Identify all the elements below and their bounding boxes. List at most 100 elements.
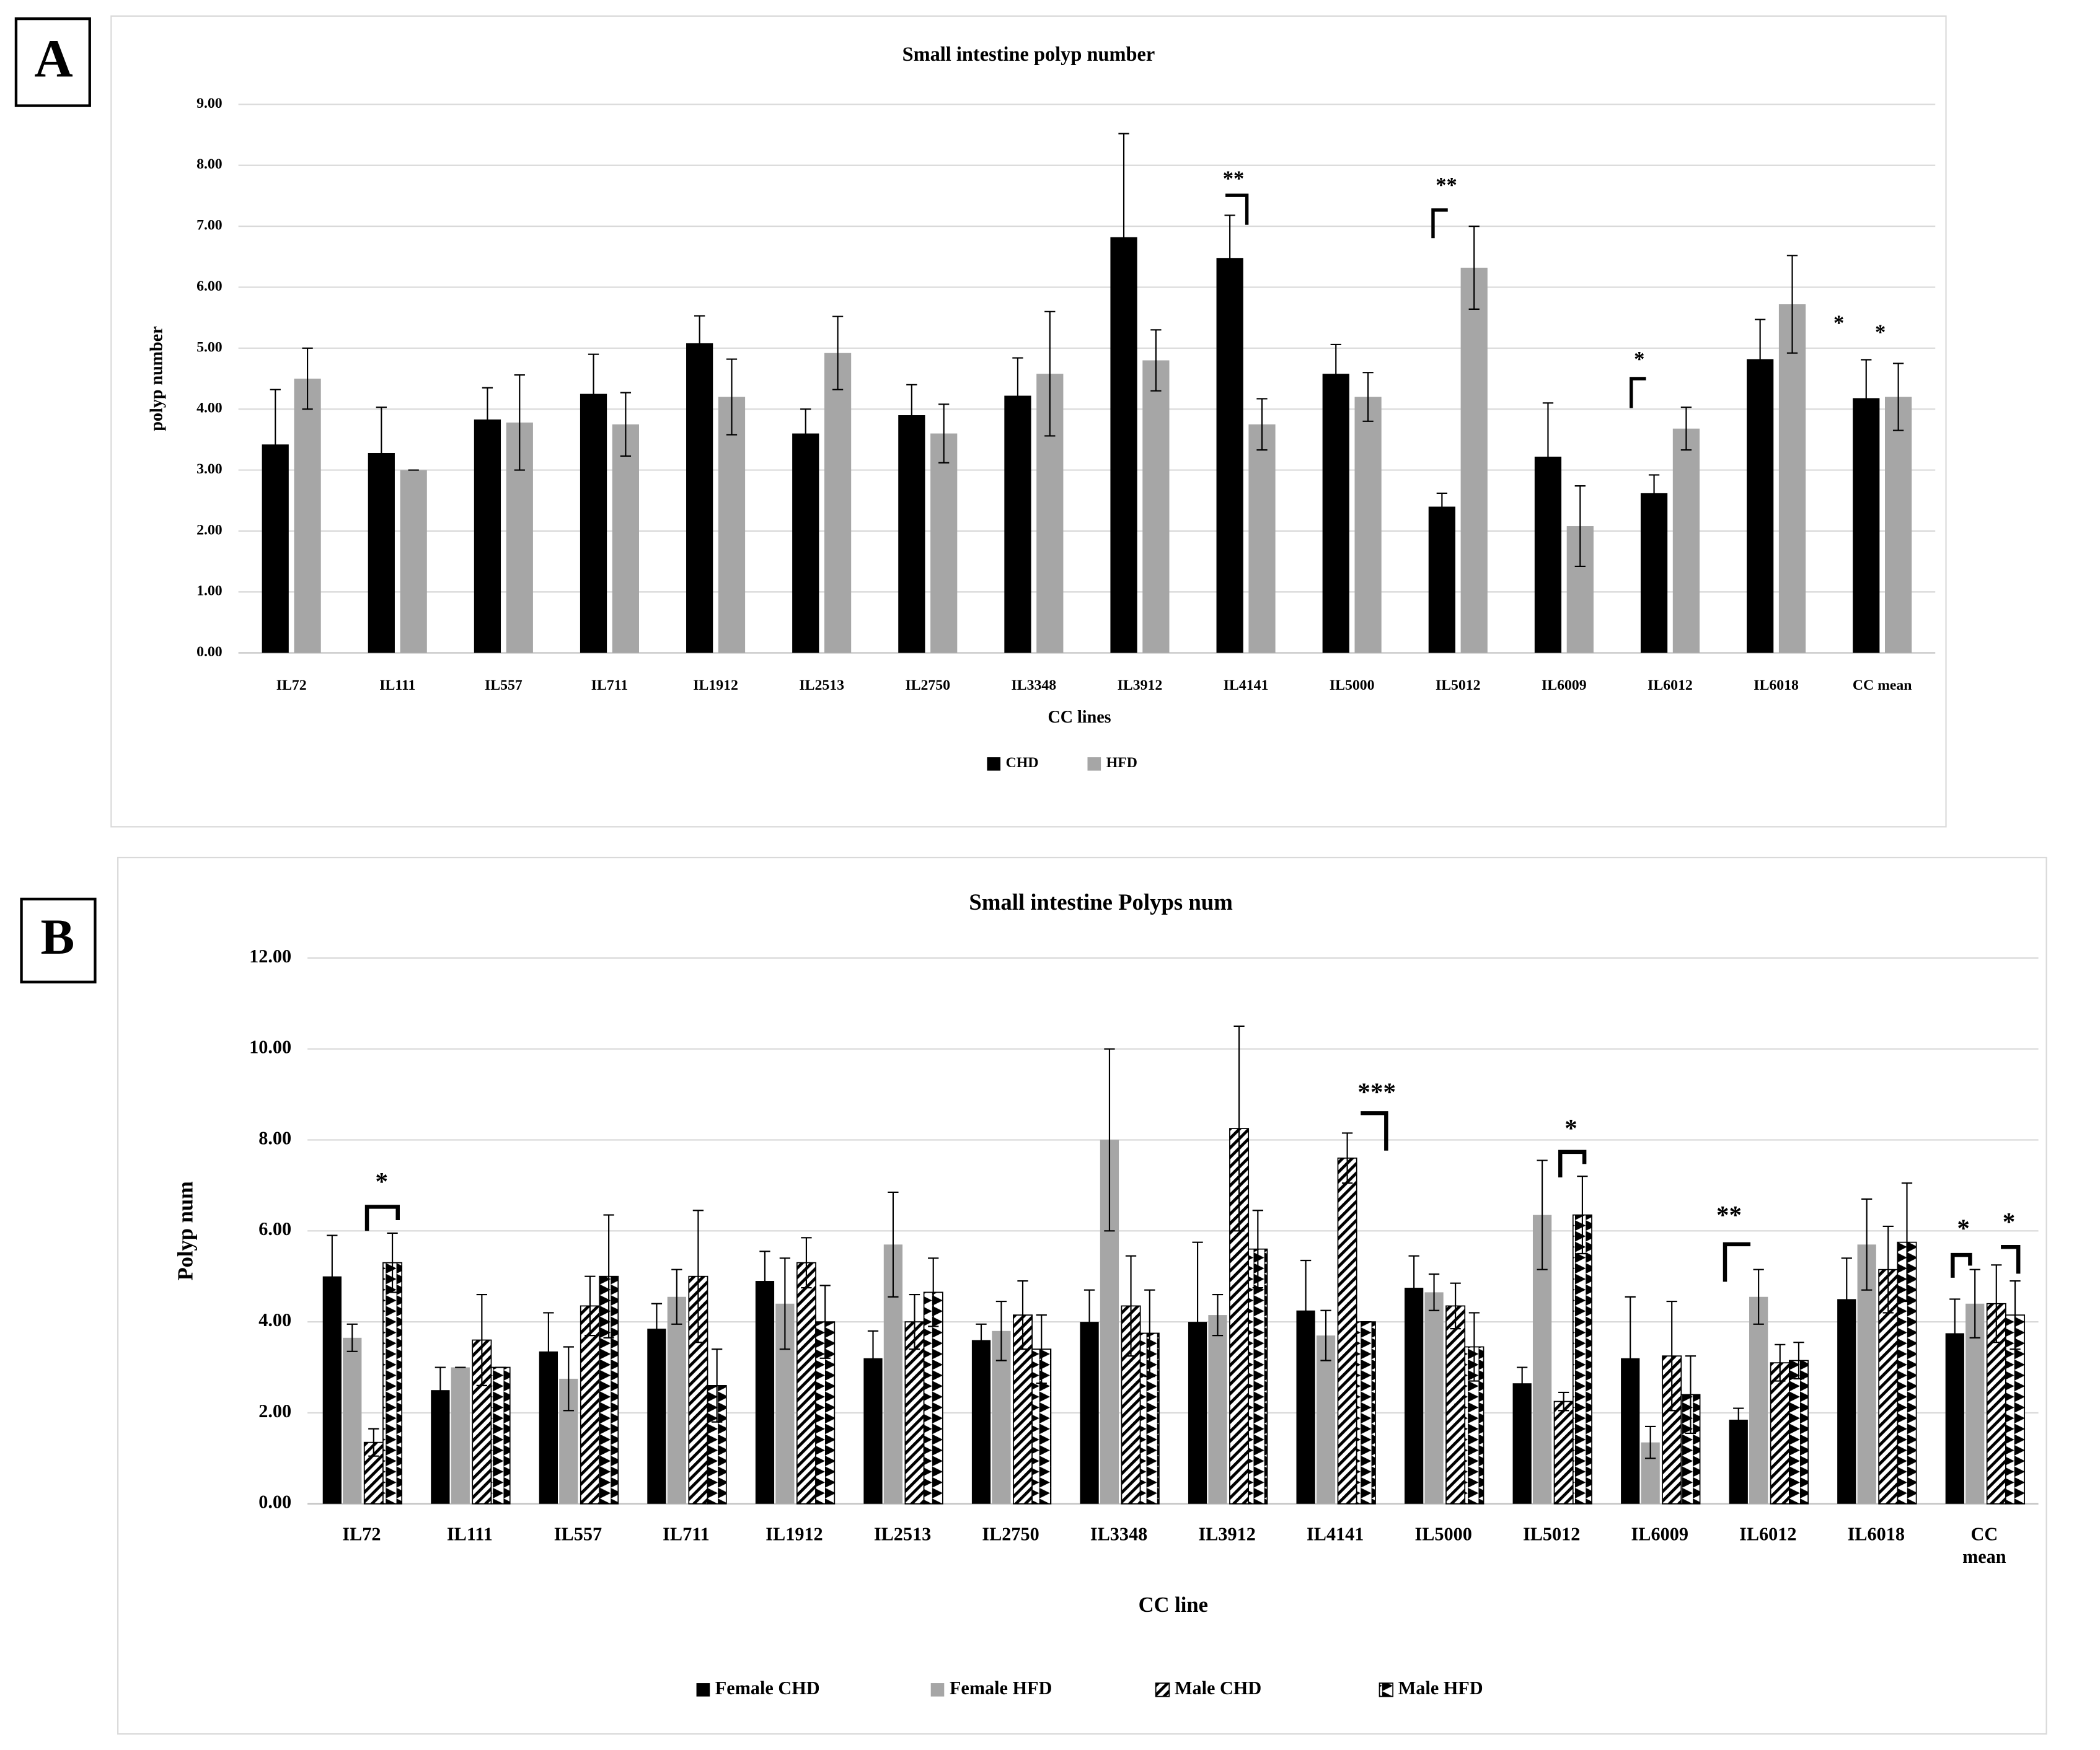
bar	[647, 1329, 666, 1504]
legend-swatch	[1087, 757, 1101, 771]
x-tick-label: IL711	[591, 677, 628, 693]
bar	[400, 470, 427, 653]
significance-label: *	[376, 1167, 389, 1195]
error-bar	[759, 1251, 770, 1311]
significance-bracket	[1630, 377, 1646, 408]
x-tick-label: IL1912	[693, 677, 738, 693]
bar	[824, 353, 852, 653]
x-tick-label: IL72	[276, 677, 307, 693]
legend-label: Female CHD	[715, 1677, 820, 1699]
bar	[1512, 1383, 1532, 1504]
y-axis-label: Polyp num	[174, 1181, 197, 1280]
significance-bracket	[1951, 1252, 1972, 1278]
bar	[930, 433, 958, 653]
panel-label: B	[41, 908, 75, 965]
error-bar	[867, 1330, 879, 1386]
bar	[1337, 1157, 1357, 1505]
error-bar	[476, 1293, 487, 1386]
error-bar	[1468, 226, 1480, 310]
x-tick-label: IL711	[663, 1524, 710, 1545]
significance-label: *	[1957, 1214, 1970, 1242]
x-axis-label: CC line	[1139, 1593, 1208, 1617]
x-tick-label: IL6009	[1542, 677, 1587, 693]
error-bar	[1969, 1269, 1980, 1339]
error-bar	[270, 389, 281, 500]
error-bar	[692, 1210, 704, 1343]
significance-label: *	[1634, 348, 1644, 371]
x-tick-label: IL6012	[1648, 677, 1693, 693]
y-tick-label: 1.00	[196, 583, 223, 599]
bar	[923, 1291, 943, 1505]
bar	[580, 1305, 600, 1505]
bar	[1460, 267, 1488, 653]
x-tick-label: IL557	[485, 677, 523, 693]
error-bar	[1861, 359, 1872, 438]
legend-label: CHD	[1006, 755, 1039, 771]
significance-label: ***	[1357, 1078, 1396, 1106]
error-bar	[995, 1301, 1007, 1361]
bar	[686, 343, 713, 653]
error-bar	[928, 1257, 939, 1327]
error-bar	[1775, 1343, 1786, 1382]
error-bar	[1733, 1407, 1744, 1432]
bar	[1356, 1321, 1376, 1505]
error-bar	[1224, 214, 1235, 302]
error-bar	[482, 387, 493, 452]
x-tick-label: IL111	[379, 677, 415, 693]
x-tick-label: IL5000	[1414, 1524, 1471, 1545]
chart-title: Small intestine Polyps num	[969, 889, 1232, 915]
bar	[1248, 424, 1276, 653]
bar	[718, 397, 746, 653]
chart-frame	[117, 856, 2047, 1735]
panel-box	[14, 17, 91, 107]
x-tick-label: CC mean	[1853, 677, 1912, 693]
significance-bracket	[1431, 208, 1448, 239]
error-bar	[1436, 492, 1447, 521]
error-bar	[1212, 1293, 1224, 1337]
bar	[1788, 1360, 1809, 1505]
bar	[451, 1367, 470, 1504]
error-bar	[1991, 1264, 2002, 1343]
bar	[1853, 398, 1880, 653]
error-bar	[1192, 1241, 1203, 1402]
x-tick-label: IL6012	[1739, 1524, 1796, 1545]
chart-frame	[110, 15, 1947, 828]
error-bar	[1577, 1176, 1588, 1255]
error-bar	[387, 1232, 398, 1293]
bar	[382, 1262, 403, 1505]
error-bar	[1882, 1225, 1894, 1314]
legend-swatch	[1155, 1682, 1170, 1697]
x-tick-label: IL5012	[1436, 677, 1481, 693]
error-bar	[1755, 319, 1766, 400]
bar	[490, 1366, 511, 1505]
error-bar	[694, 315, 705, 372]
error-bar	[800, 408, 811, 459]
bar	[971, 1340, 991, 1504]
error-bar	[1558, 1391, 1569, 1412]
chart-title: Small intestine polyp number	[902, 43, 1155, 66]
error-bar	[563, 1346, 574, 1412]
x-tick-label: IL2750	[982, 1524, 1039, 1545]
error-bar	[1125, 1255, 1137, 1357]
legend-label: Male CHD	[1175, 1677, 1261, 1699]
bar	[1424, 1292, 1444, 1504]
y-tick-label: 9.00	[196, 95, 223, 112]
bar	[796, 1262, 816, 1505]
error-bar	[1252, 1210, 1263, 1289]
legend-label: Female HFD	[950, 1677, 1052, 1699]
error-bar	[1320, 1309, 1331, 1361]
significance-bracket	[364, 1205, 400, 1231]
significance-label: **	[1436, 174, 1457, 197]
x-tick-label: IL2513	[874, 1524, 931, 1545]
error-bar	[1300, 1259, 1312, 1361]
significance-label: **	[1223, 167, 1245, 190]
bar	[1885, 397, 1912, 653]
bar	[1322, 374, 1349, 653]
bar	[1405, 1288, 1424, 1504]
error-bar	[1892, 363, 1904, 431]
bar	[792, 433, 819, 653]
bar	[904, 1321, 925, 1505]
bar	[1749, 1296, 1768, 1504]
error-bar	[603, 1214, 614, 1339]
